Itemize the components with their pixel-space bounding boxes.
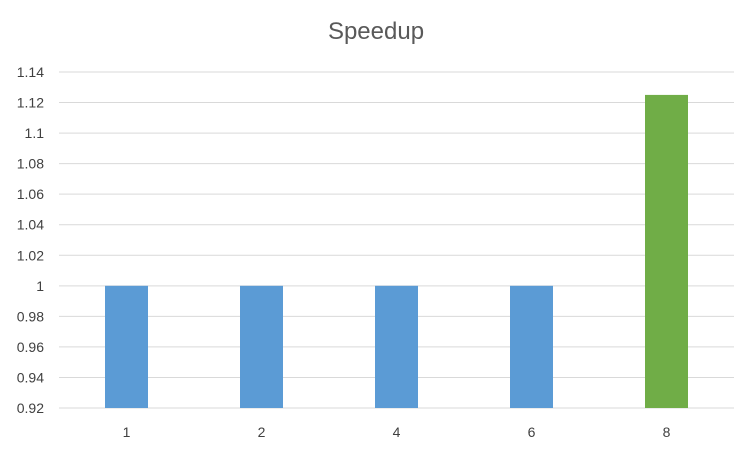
y-tick-label: 1.08 (17, 156, 44, 172)
x-tick-label: 2 (258, 424, 266, 440)
x-axis-tick-labels: 1 2 4 6 8 (123, 424, 671, 440)
chart-title: Speedup (328, 18, 424, 45)
x-tick-label: 4 (393, 424, 401, 440)
y-tick-label: 0.92 (17, 400, 44, 416)
x-tick-label: 6 (528, 424, 536, 440)
bar-2 (240, 285, 283, 408)
y-tick-label: 1.04 (17, 217, 44, 233)
y-tick-label: 1.1 (25, 125, 45, 141)
bar-4 (375, 285, 418, 408)
y-tick-label: 0.94 (17, 369, 44, 385)
y-tick-label: 1 (36, 278, 44, 294)
y-tick-label: 0.96 (17, 339, 44, 355)
y-tick-label: 1.06 (17, 186, 44, 202)
x-tick-label: 1 (123, 424, 131, 440)
x-tick-label: 8 (663, 424, 671, 440)
bar-1 (105, 285, 148, 408)
bar-8 (645, 94, 688, 408)
bars (105, 94, 688, 408)
y-tick-label: 1.14 (17, 64, 44, 80)
y-axis-tick-labels: 0.92 0.94 0.96 0.98 1 1.02 1.04 1.06 1.08 1.1 1.12… (17, 64, 44, 416)
y-tick-label: 0.98 (17, 308, 44, 324)
y-tick-label: 1.02 (17, 247, 44, 263)
bar-6 (510, 285, 553, 408)
y-tick-label: 1.12 (17, 95, 44, 111)
